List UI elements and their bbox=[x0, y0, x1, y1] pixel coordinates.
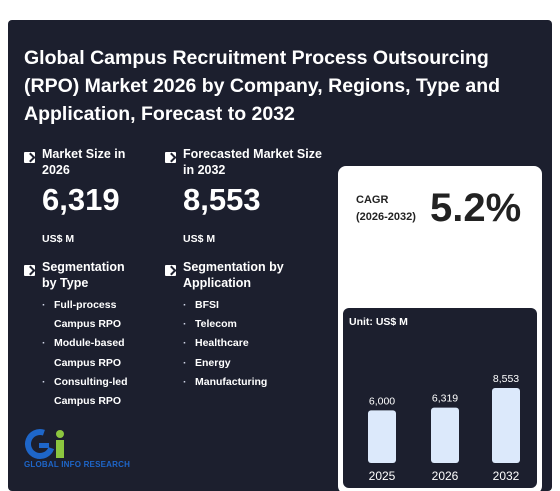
list-item: BFSI bbox=[183, 296, 303, 315]
logo-text: GLOBAL INFO RESEARCH bbox=[24, 460, 131, 469]
segmentation-type-list: Full-process Campus RPO Module-based Cam… bbox=[42, 296, 142, 411]
checkbox-icon bbox=[24, 265, 35, 276]
bar-value-label: 6,319 bbox=[432, 393, 458, 405]
checkbox-icon bbox=[165, 265, 176, 276]
segmentation-application-list: BFSI Telecom Healthcare Energy Manufactu… bbox=[183, 296, 303, 392]
x-tick-label: 2025 bbox=[369, 469, 396, 483]
list-item: Consulting-led Campus RPO bbox=[42, 373, 142, 411]
cagr-panel: CAGR (2026-2032) 5.2% Unit: US$ M 6,000 2… bbox=[338, 166, 542, 491]
forecast-size-label: Forecasted Market Size in 2032 bbox=[183, 147, 322, 177]
page-title: Global Campus Recruitment Process Outsou… bbox=[24, 47, 501, 125]
segmentation-application-label: Segmentation by Application bbox=[183, 260, 284, 290]
cagr-label-period: (2026-2032) bbox=[356, 211, 416, 223]
checkbox-icon bbox=[24, 152, 35, 163]
forecast-size-value: 8,553 bbox=[183, 182, 261, 217]
cagr-label-line1: CAGR bbox=[356, 194, 389, 206]
cagr-label: CAGR (2026-2032) bbox=[356, 192, 416, 226]
chart-unit-label: Unit: US$ M bbox=[349, 316, 408, 328]
x-tick-label: 2026 bbox=[432, 469, 459, 483]
cagr-value: 5.2% bbox=[430, 186, 522, 230]
list-item: Module-based Campus RPO bbox=[42, 334, 142, 372]
market-size-label: Market Size in 2026 bbox=[42, 147, 126, 177]
bar-2032 bbox=[492, 388, 520, 463]
list-item: Healthcare bbox=[183, 334, 303, 353]
bar-chart: Unit: US$ M 6,000 2025 6,319 2026 8,553 2032 bbox=[343, 308, 537, 488]
chart-svg: 6,000 2025 6,319 2026 8,553 2032 bbox=[368, 373, 520, 483]
list-item: Energy bbox=[183, 354, 303, 373]
bar-2025 bbox=[368, 410, 396, 463]
forecast-size-unit: US$ M bbox=[183, 233, 216, 245]
market-size-value: 6,319 bbox=[42, 182, 120, 217]
list-item: Full-process Campus RPO bbox=[42, 296, 142, 334]
x-tick-label: 2032 bbox=[493, 469, 520, 483]
market-size-unit: US$ M bbox=[42, 233, 75, 245]
infographic-card: Global Campus Recruitment Process Outsou… bbox=[8, 20, 552, 491]
list-item: Telecom bbox=[183, 315, 303, 334]
list-item: Manufacturing bbox=[183, 373, 303, 392]
company-logo: GLOBAL INFO RESEARCH bbox=[24, 428, 144, 474]
bar-value-label: 6,000 bbox=[369, 395, 395, 407]
segmentation-type-label: Segmentation by Type bbox=[42, 260, 125, 290]
logo-icon bbox=[25, 429, 64, 459]
checkbox-icon bbox=[165, 152, 176, 163]
bar-2026 bbox=[431, 407, 459, 463]
bar-value-label: 8,553 bbox=[493, 373, 519, 385]
